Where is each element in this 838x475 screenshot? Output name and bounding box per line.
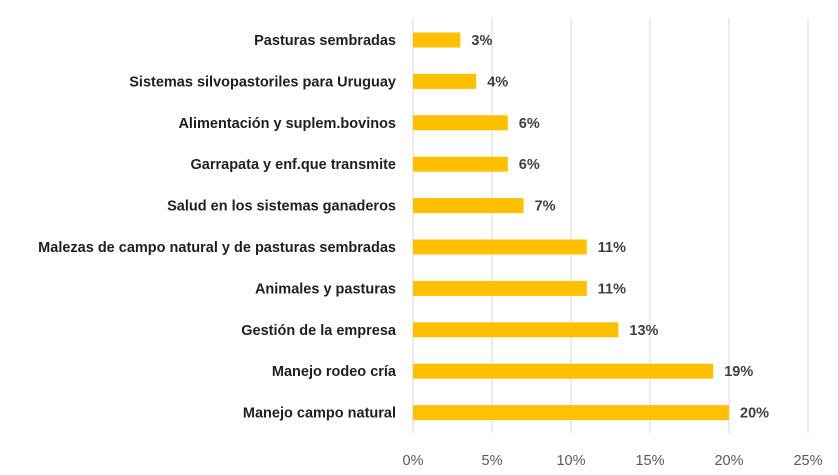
- x-tick-label: 0%: [403, 453, 424, 469]
- category-label: Manejo campo natural: [243, 406, 396, 422]
- category-label: Sistemas silvopastoriles para Uruguay: [129, 74, 396, 90]
- category-label: Gestión de la empresa: [241, 323, 397, 339]
- category-label: Manejo rodeo cría: [272, 364, 397, 380]
- category-label: Salud en los sistemas ganaderos: [167, 199, 396, 215]
- category-label: Malezas de campo natural y de pasturas s…: [38, 240, 396, 256]
- data-label: 4%: [487, 74, 508, 90]
- bar: [413, 198, 524, 214]
- data-label: 3%: [471, 33, 492, 49]
- bar: [413, 115, 508, 131]
- data-label: 7%: [535, 199, 556, 215]
- bar: [413, 322, 619, 338]
- data-label: 11%: [598, 240, 626, 256]
- category-label: Pasturas sembradas: [254, 33, 396, 49]
- data-label: 20%: [740, 406, 769, 422]
- bar: [413, 363, 714, 379]
- labels: 0% 5% 10% 15% 20% 25% Pasturas sembradas 3% Sist…: [38, 33, 822, 469]
- bar: [413, 32, 461, 48]
- x-tick-label: 10%: [556, 453, 585, 469]
- x-tick-label: 5%: [482, 453, 503, 469]
- data-label: 19%: [724, 364, 753, 380]
- bar: [413, 280, 587, 296]
- category-label: Animales y pasturas: [255, 281, 396, 297]
- data-label: 13%: [629, 323, 658, 339]
- x-tick-label: 15%: [635, 453, 664, 469]
- data-label: 11%: [598, 281, 626, 297]
- data-label: 6%: [519, 116, 540, 132]
- x-tick-label: 20%: [714, 453, 743, 469]
- bar: [413, 239, 587, 255]
- category-label: Alimentación y suplem.bovinos: [178, 116, 396, 132]
- bar: [413, 73, 477, 89]
- bar: [413, 405, 729, 421]
- bars: [413, 32, 729, 421]
- x-tick-label: 25%: [793, 453, 822, 469]
- bar: [413, 156, 508, 172]
- data-label: 6%: [519, 157, 540, 173]
- category-label: Garrapata y enf.que transmite: [191, 157, 397, 173]
